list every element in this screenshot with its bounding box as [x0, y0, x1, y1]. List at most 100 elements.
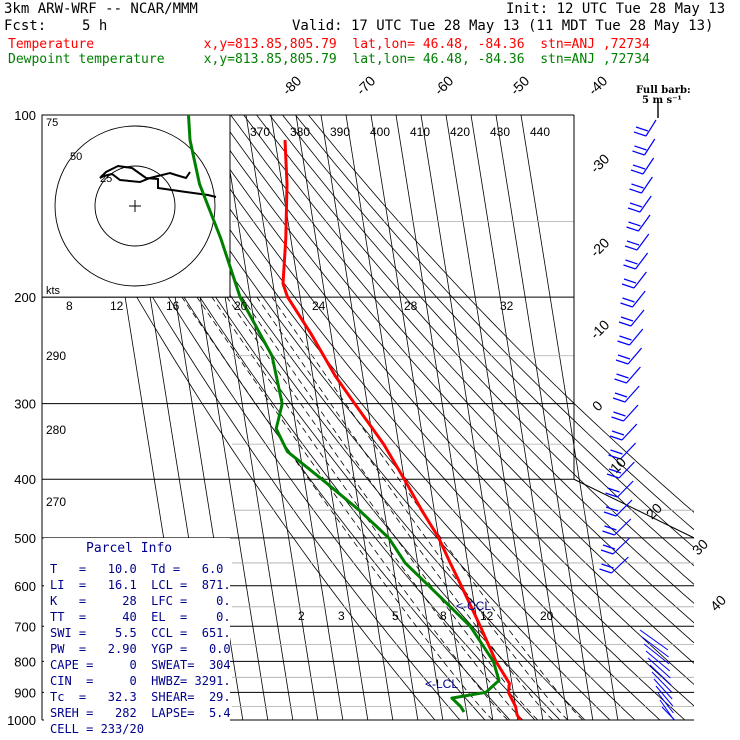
wind-barb — [638, 214, 651, 232]
pressure-tick-label: 600 — [14, 579, 36, 594]
mixing-ratio-label: 3 — [338, 609, 345, 623]
hodograph-trace — [99, 164, 217, 198]
theta-e-label: 370 — [250, 125, 270, 139]
isotherm-line — [245, 115, 344, 720]
moist-adiabat-line — [256, 296, 569, 720]
wind-barb — [645, 119, 657, 137]
hodograph-ring-label: 50 — [70, 151, 82, 163]
wind-barb-lower — [661, 706, 675, 721]
wind-barb-flag — [618, 321, 632, 327]
isotherm-line — [395, 115, 494, 720]
wind-barb-flag — [606, 473, 620, 479]
temperature-legend: Temperature x,y=813.85,805.79 lat,lon= 4… — [8, 37, 650, 52]
wind-barb-flag — [617, 354, 631, 360]
wind-barb-flag — [620, 302, 633, 308]
wind-barb-lower — [655, 685, 674, 707]
wind-barb — [623, 404, 639, 422]
wind-barb — [614, 518, 632, 536]
forecast-label: Fcst: — [4, 18, 47, 34]
full-barb-label: Full barb: — [636, 85, 691, 96]
wind-barb-flag — [607, 487, 620, 493]
speed-label: 32 — [500, 299, 514, 313]
dry-adiabat-line — [282, 115, 694, 549]
wind-barb — [643, 138, 656, 156]
isotherm-line — [495, 115, 594, 720]
hodograph-kts-label: kts — [46, 285, 61, 297]
wind-barb-flag — [615, 359, 629, 365]
speed-label: 8 — [66, 299, 73, 313]
wind-barb-flag — [604, 525, 617, 531]
speed-label: 16 — [166, 299, 180, 313]
wind-barb-lower — [651, 671, 672, 693]
wind-barb — [626, 366, 641, 384]
isotherm-label: 30 — [689, 536, 711, 558]
wind-barb-flag — [629, 202, 643, 208]
wind-barb-flag — [633, 131, 647, 137]
parcel-row: T = 10.0 Td = 6.0 — [50, 562, 224, 576]
dry-adiabat-line — [165, 115, 686, 720]
parcel-row: K = 28 LFC = 0. — [50, 594, 231, 608]
isotherm-line — [445, 115, 544, 720]
wind-barb-flag — [632, 150, 645, 156]
theta-label: 290 — [46, 349, 66, 363]
wind-barb-lower — [649, 664, 672, 686]
wind-barb-flag — [629, 188, 642, 194]
wind-barb-flag — [605, 492, 618, 498]
wind-barb — [630, 309, 645, 327]
wind-barb-flag — [624, 245, 638, 251]
wind-barb-flag — [622, 297, 635, 303]
hodograph-ring — [54, 125, 216, 287]
wind-barb-flag — [626, 226, 639, 232]
theta-e-label: 380 — [290, 125, 310, 139]
isotherm-label: -70 — [353, 72, 379, 98]
dry-adiabat-line — [256, 115, 694, 585]
wind-barb-flag — [630, 169, 644, 175]
wind-barb-flag — [614, 392, 628, 398]
theta-label: 270 — [46, 495, 66, 509]
wind-barb-flag — [627, 207, 641, 213]
wind-barb-flag — [608, 468, 622, 474]
wind-barb — [615, 499, 633, 517]
wind-barb-lower — [657, 692, 674, 714]
isotherm-label: -60 — [431, 72, 457, 98]
isotherm-line — [420, 115, 519, 720]
hodograph-ring — [94, 165, 176, 247]
parcel-row: PW = 2.90 YGP = 0.0 — [50, 642, 231, 656]
isotherm-label: -30 — [587, 150, 613, 176]
pressure-tick-label: 800 — [14, 654, 36, 669]
wind-barb — [639, 195, 652, 213]
speed-label: 24 — [312, 299, 326, 313]
wind-barb-lower — [645, 650, 671, 672]
mixing-ratio-label: 5 — [392, 609, 399, 623]
isotherm-label: -20 — [587, 234, 613, 260]
isotherm-label: 0 — [589, 397, 606, 414]
parcel-info-title: Parcel Info — [86, 541, 173, 556]
parcel-row: Tc = 32.3 SHEAR= 29. — [50, 690, 231, 704]
parcel-row: SREH = 282 LAPSE= 5.4 — [50, 706, 231, 720]
forecast-hours: 5 h — [82, 18, 108, 34]
pressure-tick-label: 900 — [14, 685, 36, 700]
wind-barb-lower — [641, 636, 669, 658]
dry-adiabat-line — [269, 115, 694, 567]
wind-barb-flag — [610, 449, 623, 455]
isotherm-label: 40 — [707, 592, 729, 614]
parcel-row: SWI = 5.5 CCL = 651. — [50, 626, 231, 640]
isotherm-label: 20 — [643, 500, 665, 522]
wind-barb-flag — [634, 145, 647, 151]
wind-barb — [635, 252, 649, 270]
wind-barb-flag — [611, 416, 624, 422]
wind-barb — [633, 271, 647, 289]
wind-barb — [636, 233, 650, 251]
theta-e-label: 420 — [450, 125, 470, 139]
wind-barb-flag — [612, 397, 626, 403]
theta-e-label: 390 — [330, 125, 350, 139]
lcl-annotation: <-LCL — [425, 677, 458, 691]
wind-barb — [612, 537, 631, 555]
theta-e-label: 430 — [490, 125, 510, 139]
wind-barb-lower — [647, 657, 671, 679]
dewpoint-legend: Dewpoint temperature x,y=813.85,805.79 l… — [8, 52, 650, 67]
theta-e-label: 400 — [370, 125, 390, 139]
wind-barb-lower — [639, 629, 669, 651]
ccl-annotation: <-CCL — [456, 599, 491, 613]
wind-barb — [618, 461, 635, 479]
